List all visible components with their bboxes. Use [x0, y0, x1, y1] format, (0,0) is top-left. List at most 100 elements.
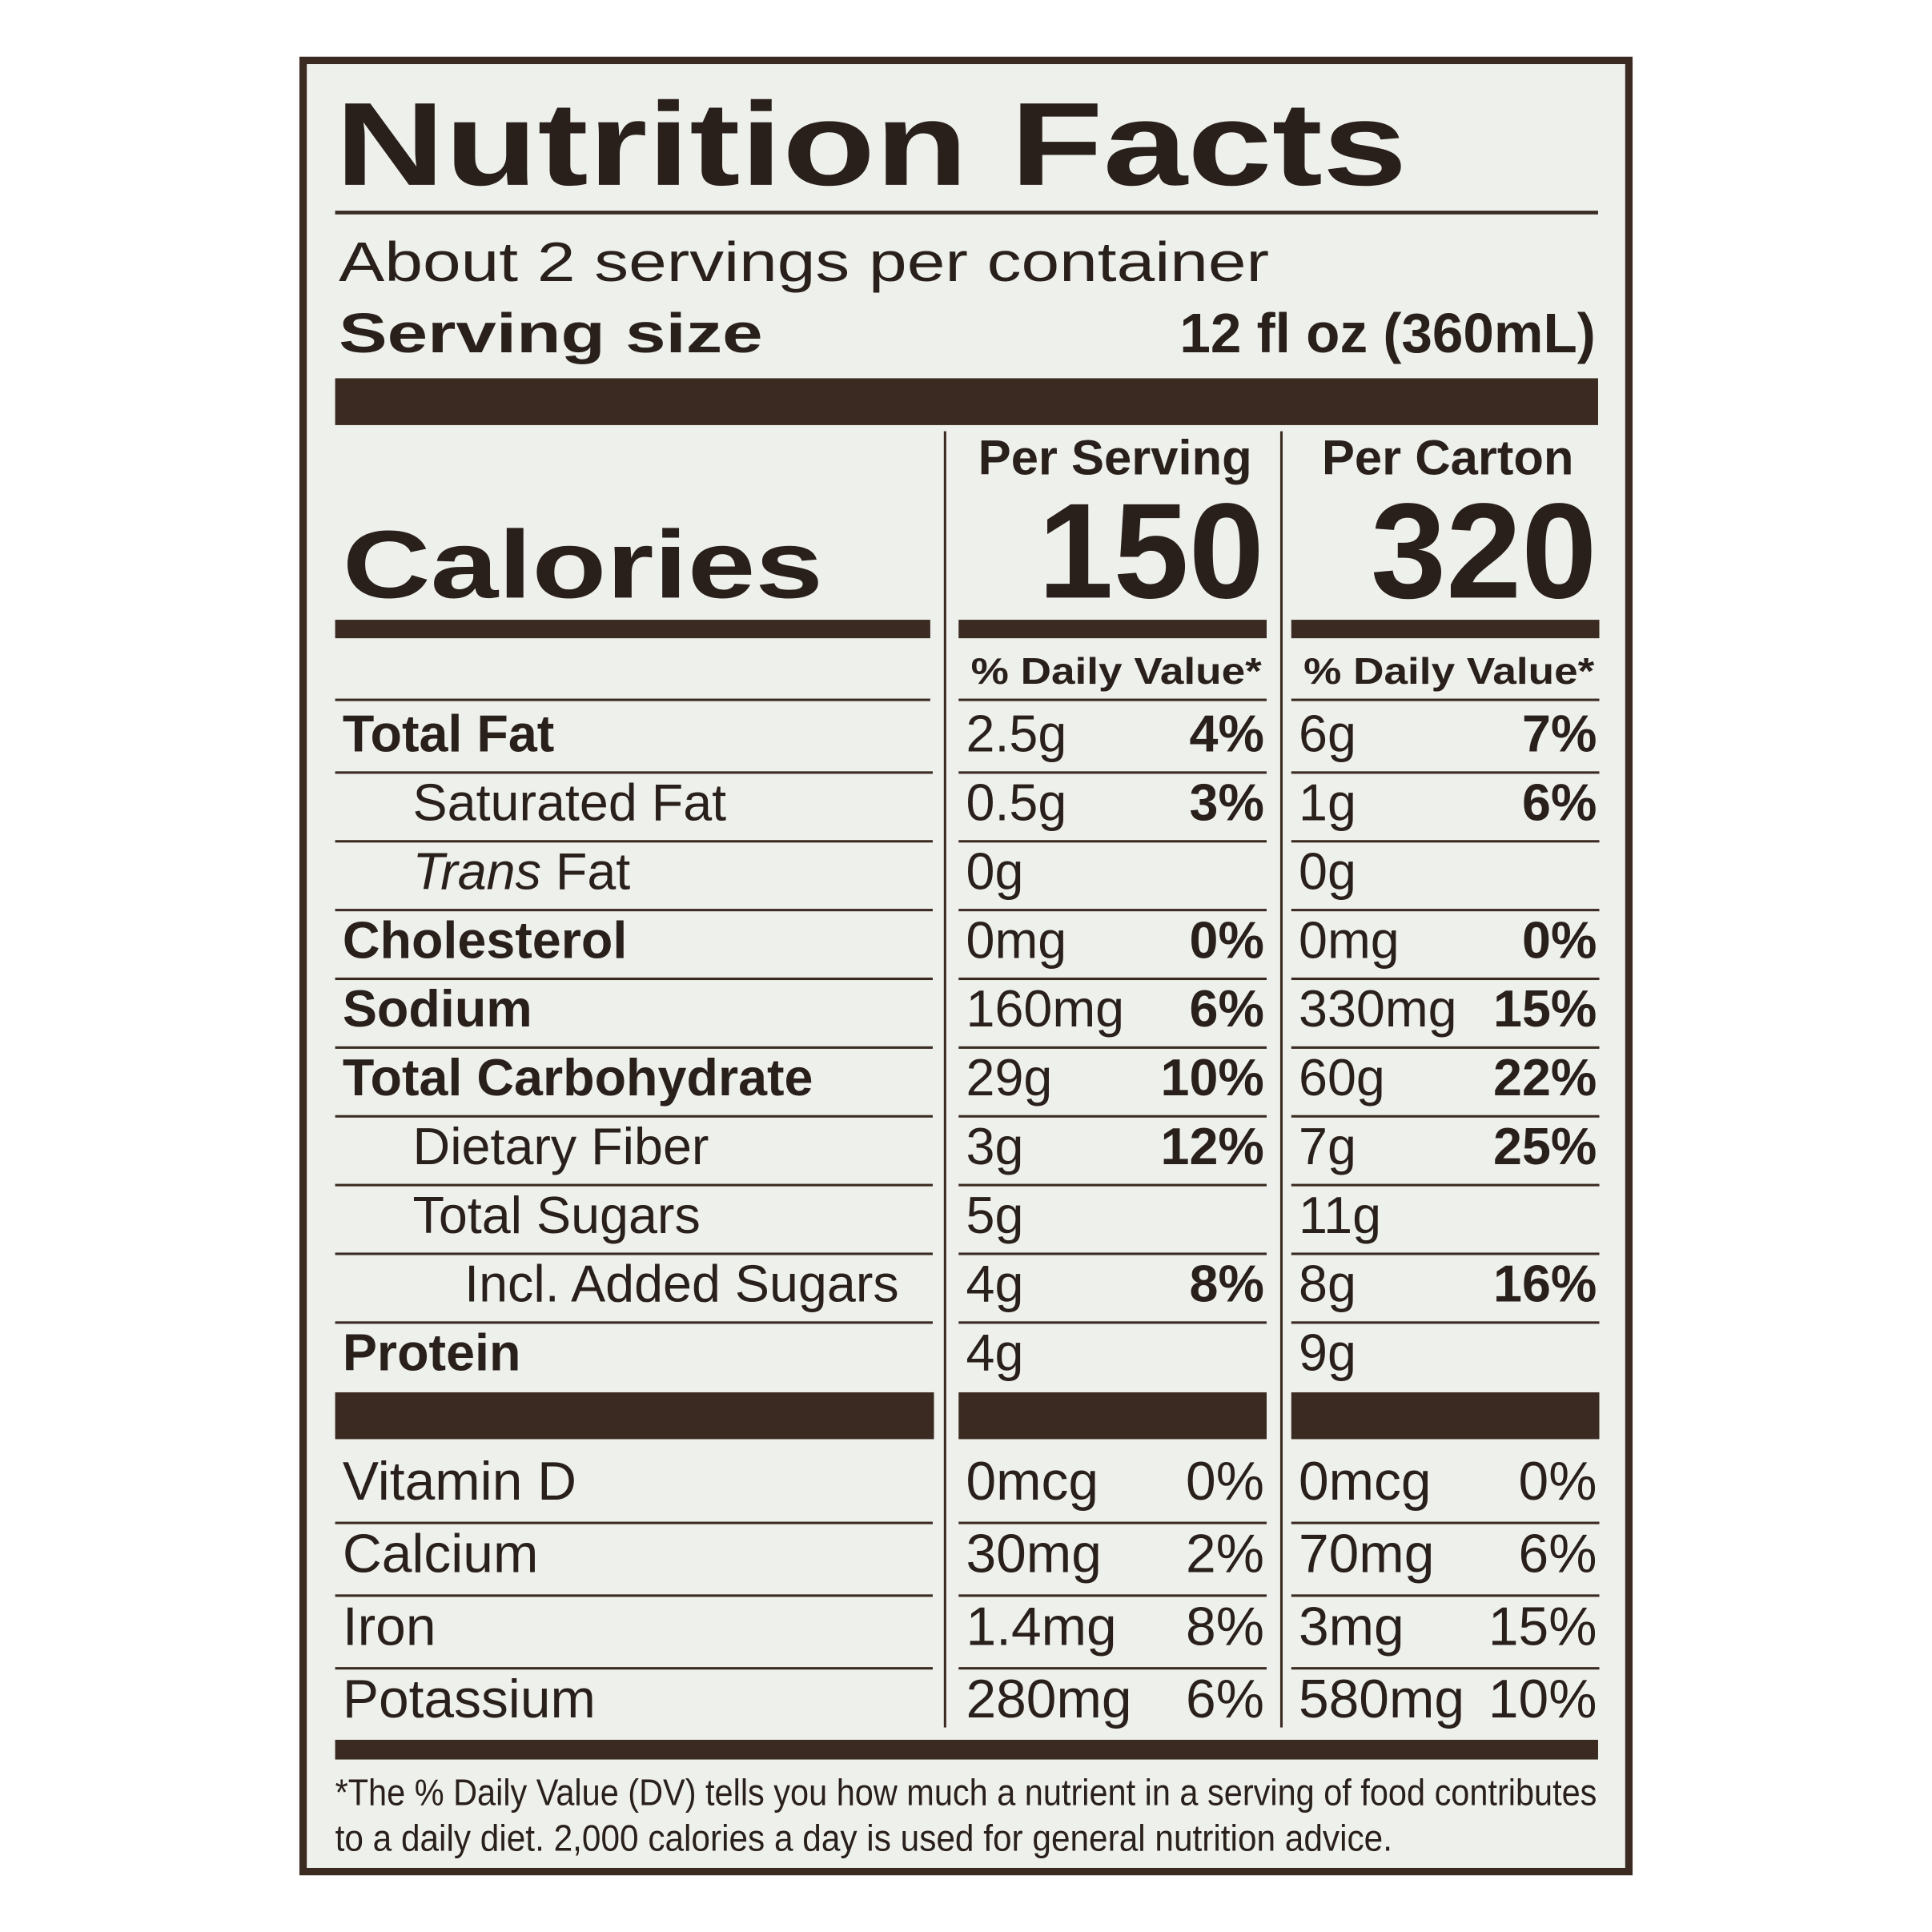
- calories-value: 150: [1038, 475, 1263, 626]
- servings-per-container: About 2 servings per container: [339, 231, 1269, 293]
- column-header: Per Serving: [978, 430, 1252, 485]
- rule: [958, 698, 1267, 701]
- rule: [335, 1521, 933, 1524]
- daily-value: 22%: [1493, 1048, 1597, 1107]
- amount: 4g: [966, 1323, 1023, 1382]
- rule: [1291, 698, 1600, 701]
- nutrient-name: Sodium: [343, 979, 532, 1038]
- rule: [958, 977, 1267, 981]
- nutrient-name: Incl. Added Sugars: [464, 1255, 898, 1313]
- rule: [335, 909, 933, 912]
- amount: 0g: [1299, 841, 1356, 900]
- daily-value: 6%: [1522, 773, 1597, 832]
- nutrient-name: Vitamin D: [343, 1452, 576, 1512]
- nutrient-name: Potassium: [343, 1669, 596, 1729]
- amount: 1g: [1299, 773, 1356, 832]
- rule: [958, 1521, 1267, 1524]
- amount: 0mg: [1299, 910, 1400, 969]
- rule: [335, 1046, 933, 1049]
- amount: 70mg: [1299, 1524, 1434, 1585]
- title: Nutrition Facts: [335, 78, 1408, 211]
- daily-value: 6%: [1186, 1669, 1264, 1729]
- rule: [958, 909, 1267, 912]
- daily-value: 0%: [1186, 1452, 1264, 1512]
- amount: 6g: [1299, 705, 1356, 763]
- amount: 3g: [966, 1117, 1023, 1175]
- nutrient-name: Total Fat: [343, 705, 554, 763]
- daily-value: 8%: [1186, 1597, 1264, 1657]
- rule: [1291, 1046, 1600, 1049]
- amount: 280mg: [966, 1669, 1131, 1729]
- daily-value: 16%: [1493, 1255, 1597, 1313]
- rule: [1291, 1252, 1600, 1255]
- daily-value: 2%: [1186, 1524, 1264, 1585]
- serving-size-label: Serving size: [339, 302, 762, 364]
- amount: 1.4mg: [966, 1597, 1116, 1657]
- amount: 160mg: [966, 979, 1124, 1038]
- amount: 0g: [966, 841, 1023, 900]
- rule: [335, 977, 933, 981]
- daily-value: 0%: [1522, 910, 1597, 969]
- rule: [1291, 1594, 1600, 1597]
- rule: [335, 1594, 933, 1597]
- amount: 0mcg: [1299, 1452, 1432, 1512]
- rule: [335, 1252, 933, 1255]
- amount: 29g: [966, 1048, 1052, 1107]
- footnote: *The % Daily Value (DV) tells you how mu…: [335, 1771, 1597, 1813]
- amount: 2.5g: [966, 705, 1066, 763]
- rule: [958, 1594, 1267, 1597]
- bar: [958, 1392, 1267, 1440]
- label-frame: [299, 56, 1633, 1876]
- amount: 60g: [1299, 1048, 1385, 1107]
- amount: 4g: [966, 1255, 1023, 1313]
- daily-value: 4%: [1190, 705, 1264, 763]
- daily-value: 12%: [1161, 1117, 1264, 1175]
- rule: [1291, 1521, 1600, 1524]
- nutrient-name: Protein: [343, 1323, 521, 1382]
- amount: 8g: [1299, 1255, 1356, 1313]
- daily-value: 6%: [1190, 979, 1264, 1038]
- rule: [335, 211, 1598, 215]
- amount: 7g: [1299, 1117, 1356, 1175]
- calories-value: 320: [1371, 475, 1597, 626]
- amount: 330mg: [1299, 979, 1457, 1038]
- rule: [1291, 771, 1600, 774]
- rule: [1291, 1667, 1600, 1670]
- rule: [335, 1115, 933, 1118]
- dv-header: % Daily Value*: [971, 650, 1262, 692]
- amount: 0mg: [966, 910, 1066, 969]
- rule: [1291, 840, 1600, 843]
- daily-value: 15%: [1493, 979, 1597, 1038]
- rule: [1291, 909, 1600, 912]
- amount: 580mg: [1299, 1669, 1464, 1729]
- column-divider: [943, 431, 946, 1728]
- rule: [958, 1667, 1267, 1670]
- rule: [958, 1183, 1267, 1187]
- calories-label: Calories: [343, 511, 823, 618]
- rule: [1291, 1183, 1600, 1187]
- rule: [958, 1252, 1267, 1255]
- daily-value: 7%: [1522, 705, 1597, 763]
- daily-value: 10%: [1488, 1669, 1597, 1729]
- rule: [1291, 977, 1600, 981]
- rule: [1291, 1115, 1600, 1118]
- rule: [335, 1667, 933, 1670]
- daily-value: 0%: [1190, 910, 1264, 969]
- thick-bar: [335, 1392, 934, 1440]
- daily-value: 8%: [1190, 1255, 1264, 1313]
- rule: [958, 771, 1267, 774]
- daily-value: 10%: [1161, 1048, 1264, 1107]
- amount: 11g: [1299, 1186, 1381, 1244]
- bar: [1291, 1392, 1600, 1440]
- nutrient-name: Trans Fat: [413, 841, 631, 900]
- nutrient-name: Calcium: [343, 1524, 539, 1585]
- daily-value: 6%: [1519, 1524, 1597, 1585]
- rule: [1291, 1321, 1600, 1324]
- nutrient-name: Saturated Fat: [413, 773, 727, 832]
- bar: [1291, 620, 1600, 639]
- amount: 0.5g: [966, 773, 1066, 832]
- amount: 3mg: [1299, 1597, 1404, 1657]
- rule: [335, 771, 933, 774]
